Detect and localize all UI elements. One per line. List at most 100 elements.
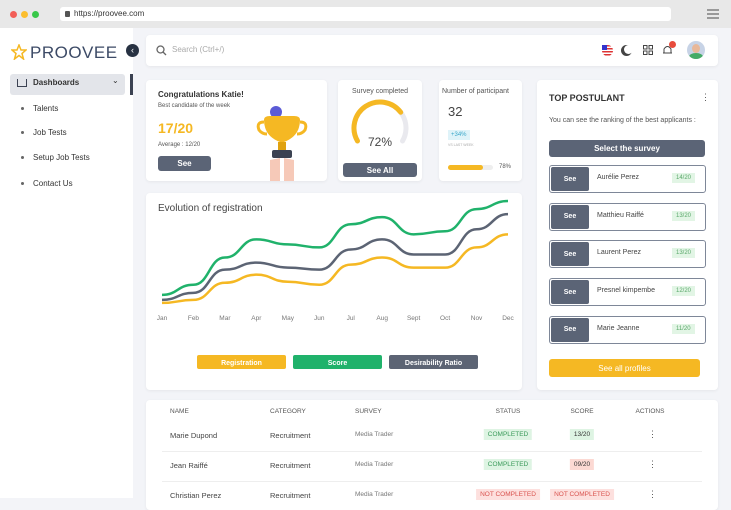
logo: PROOVEE: [30, 43, 118, 62]
search-input[interactable]: Search (Ctrl+/): [172, 45, 225, 54]
avatar-face: [692, 44, 700, 53]
congrats-card: Congratulations Katie! Best candidate of…: [146, 80, 327, 181]
line-chart: Evolution of registration Jan Feb Mar Apr Ma…: [157, 199, 515, 369]
postulant-item: See Matthieu Raiffé 13/20: [549, 202, 706, 231]
x-tick-label: Sept: [407, 315, 421, 322]
bell-icon[interactable]: [662, 44, 673, 56]
menu-icon[interactable]: [707, 9, 719, 19]
nav-bullet: [21, 131, 24, 134]
name-cell: Marie Dupond: [170, 431, 218, 440]
trophy-illustration: [256, 106, 308, 181]
more-icon[interactable]: ⋮: [701, 92, 710, 102]
close-dot[interactable]: [10, 11, 17, 18]
theme-icon[interactable]: [624, 45, 633, 54]
congrats-title: Congratulations Katie!: [158, 90, 244, 99]
category-cell: Recruitment: [270, 491, 311, 500]
min-dot[interactable]: [21, 11, 28, 18]
select-survey-button[interactable]: Select the survey: [549, 140, 705, 157]
x-tick-label: Apr: [251, 315, 262, 322]
survey-cell: Media Trader: [355, 491, 394, 498]
nav-bullet: [21, 107, 24, 110]
survey-button[interactable]: See All: [343, 163, 417, 177]
see-all-profiles-button[interactable]: See all profiles: [549, 359, 700, 377]
postulant-title: TOP POSTULANT: [549, 93, 625, 103]
participants-card: Number of participant 32 +34% VS LAST WE…: [439, 80, 522, 181]
congrats-score: 17/20: [158, 120, 194, 136]
table-header: CATEGORY: [270, 408, 306, 415]
x-tick-label: May: [282, 315, 295, 322]
nav-active-bar: [130, 74, 133, 95]
postulant-name: Laurent Perez: [597, 249, 641, 257]
x-tick-label: Aug: [376, 315, 388, 322]
legend-button[interactable]: [197, 355, 286, 369]
survey-value: 72%: [367, 135, 393, 149]
url-bar[interactable]: https://proovee.com: [60, 7, 671, 21]
nav-item[interactable]: Job Tests: [33, 128, 67, 137]
row-actions[interactable]: ⋮: [648, 429, 657, 439]
chart-title: Evolution of registration: [158, 203, 263, 214]
row-divider: [162, 481, 702, 482]
line: [161, 199, 509, 297]
x-tick-label: Dec: [502, 315, 514, 322]
survey-title: Survey completed: [351, 88, 409, 95]
table-header: SURVEY: [355, 408, 382, 415]
avatar[interactable]: [687, 41, 705, 59]
postulant-name: Aurélie Perez: [597, 174, 640, 181]
nav-active[interactable]: [10, 74, 125, 95]
postulant-see-button[interactable]: See: [551, 317, 589, 342]
x-tick-label: Jul: [347, 315, 356, 322]
nav-item[interactable]: Contact Us: [33, 179, 73, 188]
nav-caret: ⌄: [112, 76, 119, 85]
gauge-arc: [351, 99, 404, 144]
postulant-see-button[interactable]: See: [551, 204, 589, 229]
postulant-name: Presnel kimpembe: [597, 287, 655, 295]
postulant-item: See Aurélie Perez 14/20: [549, 165, 706, 193]
menu-line: [707, 13, 719, 15]
name-cell: Jean Raiffé: [170, 461, 208, 470]
top-postulant-card: TOP POSTULANT ⋮ You can see the ranking …: [537, 80, 718, 390]
participants-change: +34%: [448, 130, 470, 140]
nav-item[interactable]: Dashboards: [33, 78, 80, 87]
postulant-see-button[interactable]: See: [551, 242, 589, 267]
avatar-body: [689, 53, 703, 59]
chart-card: Evolution of registration Jan Feb Mar Apr Ma…: [146, 193, 522, 390]
logo-star: [11, 44, 27, 60]
survey-gauge: [351, 99, 409, 144]
survey-card: Survey completed 72% See All: [338, 80, 422, 181]
postulant-see-button[interactable]: See: [551, 167, 589, 191]
table-header: SCORE: [570, 408, 594, 415]
table-card: NAME CATEGORY SURVEY STATUS SCORE ACTIONS Mari…: [146, 400, 718, 510]
collapse-button[interactable]: ‹: [126, 44, 139, 57]
legend-button[interactable]: [389, 355, 478, 369]
progress-label: 78%: [499, 164, 512, 170]
max-dot[interactable]: [32, 11, 39, 18]
lock-icon: [65, 11, 70, 17]
legend-label: Score: [328, 360, 348, 367]
browser-bar: https://proovee.com: [0, 0, 731, 28]
row-actions[interactable]: ⋮: [648, 489, 657, 499]
flag-icon[interactable]: [602, 45, 613, 56]
row-actions[interactable]: ⋮: [648, 459, 657, 469]
nav-bullet: [21, 156, 24, 159]
postulant-see-button[interactable]: See: [551, 280, 589, 305]
sidebar: PROOVEE ⌄ Dashboards Talents Job Tests Setup…: [0, 28, 133, 498]
x-tick-label: Mar: [219, 315, 231, 322]
name-cell: Christian Perez: [170, 491, 222, 500]
score-badge: NOT COMPLETED: [550, 489, 614, 500]
x-tick-label: Nov: [471, 315, 483, 322]
apps-icon[interactable]: [643, 45, 653, 55]
nav-item[interactable]: Talents: [33, 104, 59, 113]
category-cell: Recruitment: [270, 431, 311, 440]
postulant-score: 14/20: [672, 173, 696, 183]
congrats-button[interactable]: See: [158, 156, 211, 171]
x-tick-label: Jan: [157, 315, 168, 322]
nav-item[interactable]: Setup Job Tests: [33, 153, 90, 162]
participants-note: VS LAST WEEK: [448, 143, 474, 147]
table-header: STATUS: [495, 408, 521, 415]
progress-bar: [448, 165, 484, 170]
postulant-name: Marie Jeanne: [597, 324, 640, 332]
legend-button[interactable]: [293, 355, 382, 369]
x-tick-label: Oct: [440, 315, 450, 322]
x-tick-label: Feb: [188, 315, 200, 322]
